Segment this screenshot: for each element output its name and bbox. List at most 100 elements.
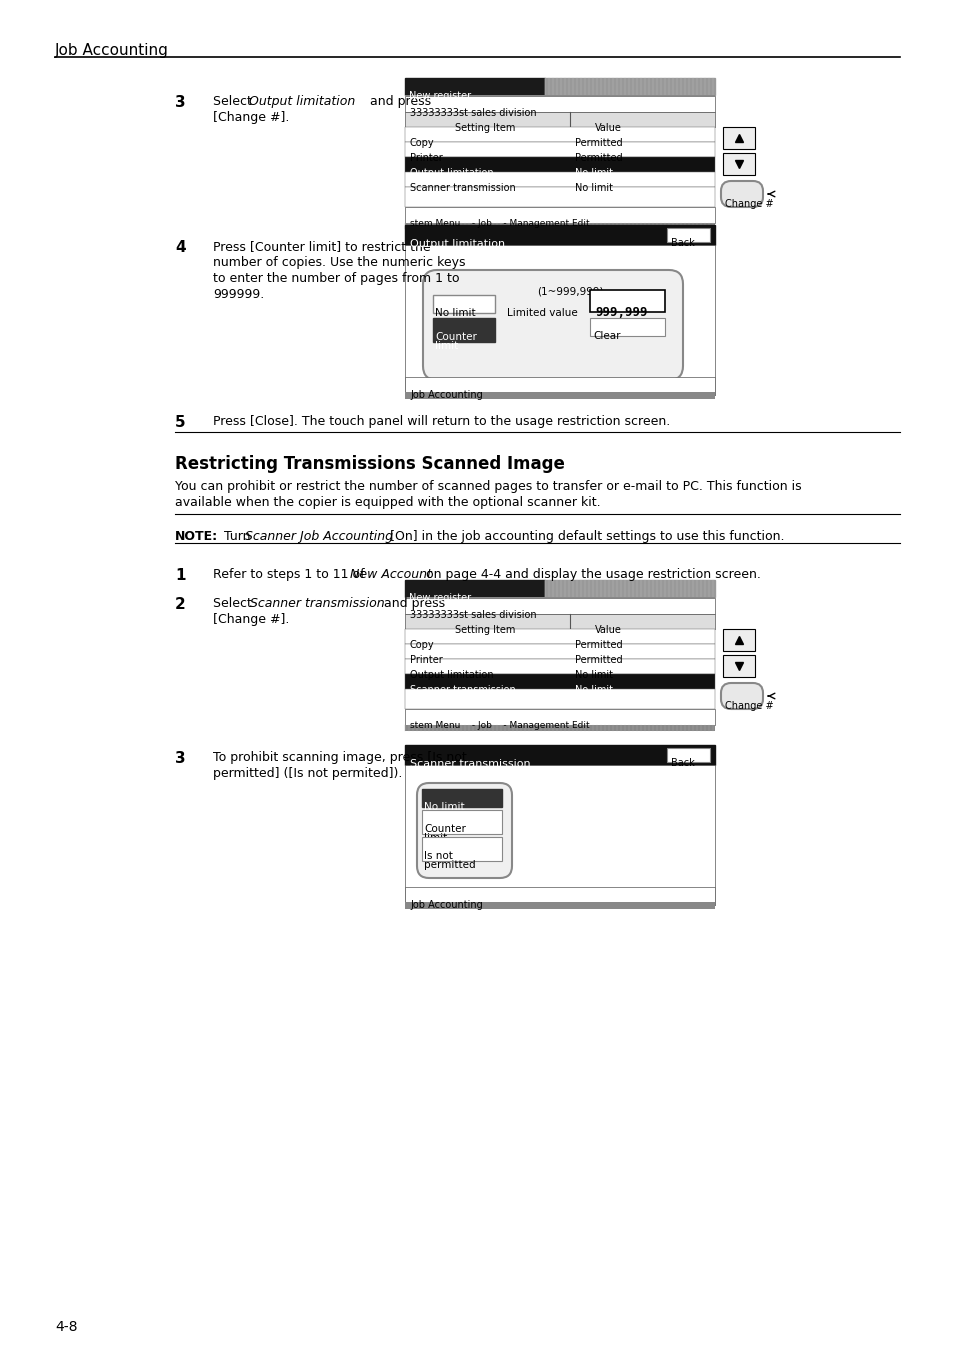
Text: Scanner transmission: Scanner transmission (250, 597, 384, 610)
Bar (405, 223, 714, 230)
Text: You can prohibit or restrict the number of scanned pages to transfer or e-mail t: You can prohibit or restrict the number … (174, 481, 801, 493)
Text: Press [Close]. The touch panel will return to the usage restriction screen.: Press [Close]. The touch panel will retu… (213, 414, 670, 428)
Text: to enter the number of pages from 1 to: to enter the number of pages from 1 to (213, 271, 459, 285)
Text: Change #: Change # (724, 701, 773, 711)
Text: and press: and press (366, 95, 431, 108)
Bar (405, 644, 714, 659)
Bar (405, 580, 544, 597)
Text: Is not: Is not (423, 850, 453, 861)
Bar (405, 377, 714, 396)
FancyBboxPatch shape (416, 783, 512, 878)
Text: Printer: Printer (410, 655, 442, 666)
Text: [Change #].: [Change #]. (213, 111, 289, 124)
Text: No limit: No limit (575, 184, 613, 193)
Bar (405, 207, 714, 223)
Bar (405, 598, 714, 614)
Text: Output limitation: Output limitation (410, 670, 493, 680)
Text: NOTE:: NOTE: (174, 531, 218, 543)
Text: No limit: No limit (435, 308, 476, 319)
Bar (405, 78, 544, 94)
FancyBboxPatch shape (422, 270, 682, 379)
Text: No limit: No limit (423, 802, 464, 811)
Text: Counter: Counter (435, 332, 476, 342)
Bar (544, 580, 714, 597)
Text: New register: New register (409, 593, 471, 603)
Bar (589, 319, 664, 336)
Text: Value: Value (595, 123, 621, 134)
Text: Select: Select (213, 597, 255, 610)
Text: 3: 3 (174, 751, 186, 765)
Bar (405, 688, 714, 709)
Text: (1~999,999): (1~999,999) (537, 288, 602, 297)
Bar (405, 709, 714, 725)
FancyBboxPatch shape (720, 181, 762, 207)
Bar (405, 629, 714, 644)
Text: No limit: No limit (575, 670, 613, 680)
Text: 4-8: 4-8 (55, 1320, 77, 1334)
Bar (666, 748, 709, 761)
Bar (405, 157, 714, 171)
Text: To prohibit scanning image, press [Is not: To prohibit scanning image, press [Is no… (213, 751, 466, 764)
Text: [On] in the job accounting default settings to use this function.: [On] in the job accounting default setti… (386, 531, 783, 543)
Text: Restricting Transmissions Scanned Image: Restricting Transmissions Scanned Image (174, 455, 564, 472)
Bar (405, 614, 714, 629)
Text: Scanner transmission: Scanner transmission (410, 184, 516, 193)
Text: Select: Select (213, 95, 255, 108)
Bar (405, 902, 714, 909)
Text: New register: New register (409, 90, 471, 101)
Text: Output limitation: Output limitation (410, 167, 493, 178)
Text: Copy: Copy (410, 640, 435, 649)
Bar (722, 127, 754, 148)
Bar (405, 392, 714, 400)
Text: limit: limit (435, 342, 457, 351)
Text: 4: 4 (174, 240, 186, 255)
Bar (722, 629, 754, 651)
Text: stem Menu    - Job    - Management Edit: stem Menu - Job - Management Edit (410, 219, 589, 228)
Text: Output limitation: Output limitation (249, 95, 355, 108)
Text: Clear: Clear (593, 331, 619, 342)
Text: New Account: New Account (350, 568, 432, 580)
Text: 1: 1 (174, 568, 185, 583)
Text: Setting Item: Setting Item (455, 625, 515, 634)
Bar (544, 78, 714, 94)
Text: Scanner Job Accounting: Scanner Job Accounting (245, 531, 393, 543)
Bar (666, 228, 709, 242)
Bar (405, 244, 714, 396)
Bar (405, 96, 714, 112)
Bar (405, 659, 714, 674)
Text: Value: Value (595, 625, 621, 634)
Text: number of copies. Use the numeric keys: number of copies. Use the numeric keys (213, 256, 465, 269)
Bar (722, 655, 754, 676)
Bar (433, 296, 495, 313)
Text: stem Menu    - Job    - Management Edit: stem Menu - Job - Management Edit (410, 721, 589, 730)
Text: 999,999: 999,999 (595, 306, 647, 319)
Text: Permitted: Permitted (575, 655, 622, 666)
Text: Permitted: Permitted (575, 153, 622, 163)
Text: Press [Counter limit] to restrict the: Press [Counter limit] to restrict the (213, 240, 430, 252)
Text: limit: limit (423, 833, 447, 842)
Bar (405, 112, 714, 127)
Bar (405, 745, 714, 765)
Text: 33333333st sales division: 33333333st sales division (410, 108, 536, 117)
Text: permitted: permitted (423, 860, 476, 869)
Bar (405, 765, 714, 904)
Text: Back: Back (670, 757, 694, 768)
Text: Change #: Change # (724, 198, 773, 209)
Text: 999999.: 999999. (213, 288, 264, 301)
Bar (421, 837, 501, 861)
Bar (433, 319, 495, 342)
Text: No limit: No limit (575, 684, 613, 695)
Text: 5: 5 (174, 414, 186, 431)
Text: Job Accounting: Job Accounting (55, 43, 169, 58)
Bar (405, 725, 714, 730)
Text: Turn: Turn (220, 531, 254, 543)
Bar (405, 171, 714, 188)
Text: Copy: Copy (410, 138, 435, 148)
Text: No limit: No limit (575, 167, 613, 178)
Text: Counter: Counter (423, 824, 465, 834)
Bar (421, 788, 501, 807)
Bar (405, 127, 714, 142)
Text: available when the copier is equipped with the optional scanner kit.: available when the copier is equipped wi… (174, 495, 600, 509)
Text: 2: 2 (174, 597, 186, 612)
Text: 3: 3 (174, 95, 186, 109)
